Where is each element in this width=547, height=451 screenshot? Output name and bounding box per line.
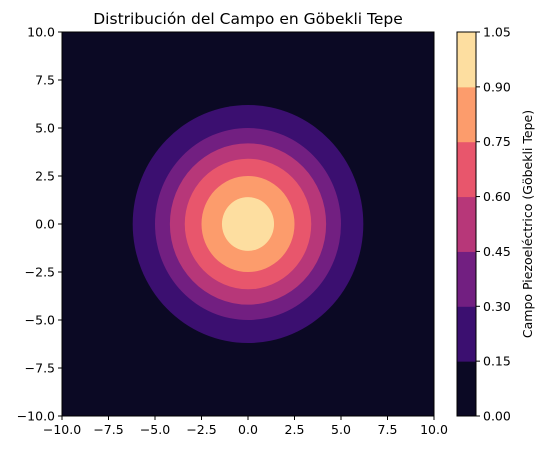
colorbar-band xyxy=(457,32,476,88)
y-tick-label: −2.5 xyxy=(25,265,55,280)
contour-band-6 xyxy=(221,197,275,251)
colorbar-tick-label: 0.60 xyxy=(483,189,511,204)
y-tick-label: 7.5 xyxy=(35,73,55,88)
x-tick-label: 0.0 xyxy=(238,422,258,437)
x-axis: −10.0 −7.5 −5.0 −2.5 0.0 2.5 5.0 7.5 10.0 xyxy=(43,416,448,437)
y-tick-label: 5.0 xyxy=(35,121,55,136)
colorbar-tick-label: 1.05 xyxy=(483,25,511,40)
colorbar-tick-label: 0.00 xyxy=(483,409,511,424)
x-tick-label: 5.0 xyxy=(331,422,351,437)
x-tick-label: −10.0 xyxy=(43,422,81,437)
colorbar: 0.00 0.15 0.30 0.45 0.60 0.75 0.90 1.05 xyxy=(456,25,511,424)
y-tick-label: 10.0 xyxy=(27,25,55,40)
colorbar-tick-label: 0.30 xyxy=(483,299,511,314)
colorbar-tick-label: 0.75 xyxy=(483,134,511,149)
colorbar-tick-label: 0.15 xyxy=(483,354,511,369)
x-tick-label: 2.5 xyxy=(285,422,305,437)
x-tick-label: −7.5 xyxy=(93,422,123,437)
x-tick-label: 10.0 xyxy=(420,422,448,437)
y-axis: −10.0 −7.5 −5.0 −2.5 0.0 2.5 5.0 7.5 10.0 xyxy=(17,25,62,424)
colorbar-tick-label: 0.90 xyxy=(483,79,511,94)
colorbar-band xyxy=(457,251,476,307)
colorbar-tick-label: 0.45 xyxy=(483,244,511,259)
y-tick-label: 0.0 xyxy=(35,217,55,232)
y-tick-label: −5.0 xyxy=(25,313,55,328)
colorbar-band xyxy=(457,86,476,143)
colorbar-label: Campo Piezoeléctrico (Göbekli Tepe) xyxy=(520,110,535,338)
colorbar-band xyxy=(457,306,476,362)
colorbar-band xyxy=(457,361,476,417)
x-tick-label: 7.5 xyxy=(378,422,398,437)
x-tick-label: −2.5 xyxy=(186,422,216,437)
y-tick-label: −10.0 xyxy=(17,409,55,424)
y-tick-label: 2.5 xyxy=(35,169,55,184)
colorbar-band xyxy=(457,196,476,252)
plot-area xyxy=(61,31,435,417)
colorbar-frame xyxy=(456,31,477,417)
y-tick-label: −7.5 xyxy=(25,361,55,376)
colorbar-band xyxy=(457,141,476,198)
chart-title: Distribución del Campo en Göbekli Tepe xyxy=(93,10,403,28)
x-tick-label: −5.0 xyxy=(140,422,170,437)
